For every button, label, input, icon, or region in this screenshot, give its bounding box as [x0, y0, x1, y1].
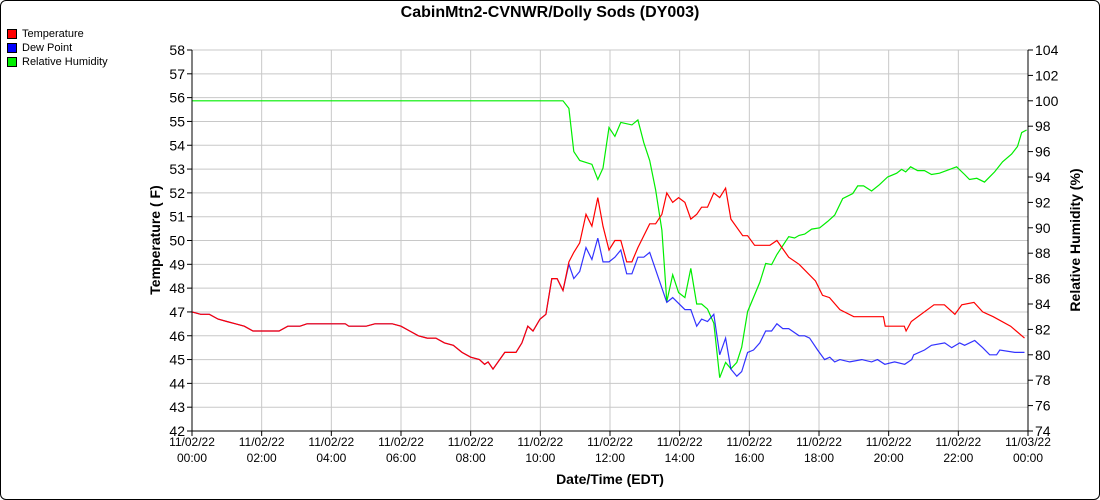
- y2-tick-label: 100: [1035, 93, 1059, 109]
- legend: Temperature Dew Point Relative Humidity: [7, 27, 108, 69]
- y2-tick-label: 88: [1035, 245, 1051, 261]
- y2-tick-label: 78: [1035, 372, 1051, 388]
- legend-label: Relative Humidity: [22, 56, 108, 68]
- y2-tick-label: 92: [1035, 194, 1051, 210]
- y-axis-label: Temperature ( F): [147, 185, 163, 294]
- y2-tick-label: 84: [1035, 296, 1051, 312]
- x-tick-time: 10:00: [525, 451, 555, 465]
- x-tick-time: 02:00: [247, 451, 277, 465]
- legend-label: Temperature: [22, 28, 84, 40]
- y-tick-label: 50: [169, 233, 185, 249]
- x-tick-time: 14:00: [665, 451, 695, 465]
- x-tick-date: 11/03/22: [1005, 435, 1051, 449]
- legend-item-relative-humidity: Relative Humidity: [7, 55, 108, 69]
- y-tick-label: 57: [169, 66, 185, 82]
- series-line-dew-point: [191, 237, 1025, 378]
- legend-swatch-temperature: [7, 29, 17, 39]
- x-tick-time: 12:00: [595, 451, 625, 465]
- x-tick-date: 11/02/22: [726, 435, 772, 449]
- x-tick-time: 08:00: [456, 451, 486, 465]
- y2-tick-label: 96: [1035, 144, 1051, 160]
- y2-tick-label: 76: [1035, 398, 1051, 414]
- legend-item-temperature: Temperature: [7, 27, 108, 41]
- x-tick-time: 06:00: [386, 451, 416, 465]
- x-tick-time: 16:00: [734, 451, 764, 465]
- y-tick-label: 47: [169, 304, 185, 320]
- y2-tick-label: 74: [1035, 423, 1051, 439]
- legend-item-dew-point: Dew Point: [7, 41, 108, 55]
- y-tick-label: 52: [169, 185, 185, 201]
- y2-tick-label: 102: [1035, 67, 1059, 83]
- y2-tick-label: 90: [1035, 220, 1051, 236]
- y-tick-label: 55: [169, 113, 185, 129]
- y-tick-label: 44: [169, 375, 185, 391]
- series-line-temperature: [191, 186, 1025, 371]
- x-tick-time: 22:00: [943, 451, 973, 465]
- y-tick-label: 49: [169, 256, 185, 272]
- x-tick-date: 11/02/22: [866, 435, 912, 449]
- legend-swatch-dew-point: [7, 43, 17, 53]
- y-tick-label: 48: [169, 280, 185, 296]
- legend-label: Dew Point: [22, 42, 73, 54]
- y2-tick-label: 82: [1035, 321, 1051, 337]
- y-tick-label: 42: [169, 423, 185, 439]
- legend-swatch-relative-humidity: [7, 57, 17, 67]
- grid: [191, 49, 1029, 432]
- x-tick-date: 11/02/22: [169, 435, 215, 449]
- x-tick-date: 11/02/22: [378, 435, 424, 449]
- y-tick-label: 56: [169, 90, 185, 106]
- y2-tick-label: 80: [1035, 347, 1051, 363]
- axes: 42 43 44 45 46 47 48 49 50 51 52 53 54 55 56 57 58 74 76 78…: [169, 42, 1058, 465]
- x-axis-label: Date/Time (EDT): [556, 471, 664, 487]
- x-tick-time: 18:00: [804, 451, 834, 465]
- y2-tick-label: 86: [1035, 271, 1051, 287]
- series-lines: [191, 100, 1027, 378]
- x-tick-date: 11/02/22: [239, 435, 285, 449]
- x-tick-date: 11/02/22: [935, 435, 981, 449]
- y-tick-label: 46: [169, 328, 185, 344]
- y2-tick-label: 104: [1035, 42, 1059, 58]
- y2-tick-label: 94: [1035, 169, 1051, 185]
- x-tick-date: 11/02/22: [517, 435, 563, 449]
- series-line-relative-humidity: [192, 100, 1027, 378]
- x-tick-date: 11/02/22: [657, 435, 703, 449]
- x-tick-time: 00:00: [1013, 451, 1043, 465]
- x-tick-date: 11/02/22: [796, 435, 842, 449]
- x-tick-time: 20:00: [874, 451, 904, 465]
- x-tick-time: 04:00: [316, 451, 346, 465]
- y2-axis-label: Relative Humidity (%): [1067, 168, 1083, 311]
- y-tick-label: 54: [169, 137, 185, 153]
- y-tick-label: 58: [169, 42, 185, 58]
- y2-tick-label: 98: [1035, 118, 1051, 134]
- y-tick-label: 51: [169, 209, 185, 225]
- x-tick-date: 11/02/22: [448, 435, 494, 449]
- y-tick-label: 43: [169, 399, 185, 415]
- x-tick-date: 11/02/22: [308, 435, 354, 449]
- y-tick-label: 45: [169, 352, 185, 368]
- x-tick-time: 00:00: [177, 451, 207, 465]
- chart-title: CabinMtn2-CVNWR/Dolly Sods (DY003): [400, 4, 700, 21]
- y-tick-label: 53: [169, 161, 185, 177]
- x-tick-date: 11/02/22: [587, 435, 633, 449]
